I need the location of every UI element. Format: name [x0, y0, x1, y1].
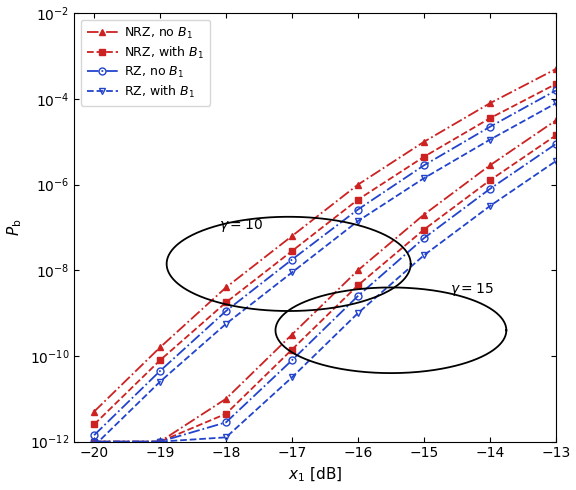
RZ, with $B_1$: [354, 218, 361, 224]
NRZ, with $B_1$: [354, 196, 361, 202]
NRZ, no $B_1$: [486, 100, 493, 106]
Text: $\gamma = 10$: $\gamma = 10$: [219, 217, 263, 234]
NRZ, no $B_1$: [90, 409, 97, 415]
NRZ, with $B_1$: [90, 421, 97, 427]
NRZ, with $B_1$: [486, 115, 493, 121]
RZ, with $B_1$: [289, 270, 295, 275]
NRZ, no $B_1$: [420, 139, 427, 145]
RZ, with $B_1$: [552, 100, 559, 106]
RZ, no $B_1$: [90, 432, 97, 438]
NRZ, with $B_1$: [222, 299, 229, 305]
RZ, with $B_1$: [420, 175, 427, 181]
Line: RZ, with $B_1$: RZ, with $B_1$: [90, 100, 559, 449]
NRZ, with $B_1$: [289, 248, 295, 254]
RZ, no $B_1$: [157, 368, 164, 374]
Line: RZ, no $B_1$: RZ, no $B_1$: [90, 87, 559, 439]
RZ, no $B_1$: [552, 88, 559, 94]
RZ, with $B_1$: [222, 321, 229, 327]
RZ, no $B_1$: [486, 124, 493, 130]
Line: NRZ, no $B_1$: NRZ, no $B_1$: [90, 66, 559, 415]
Legend: NRZ, no $B_1$, NRZ, with $B_1$, RZ, no $B_1$, RZ, with $B_1$: NRZ, no $B_1$, NRZ, with $B_1$, RZ, no $…: [81, 20, 210, 106]
X-axis label: $x_1$ [dB]: $x_1$ [dB]: [288, 466, 342, 485]
Y-axis label: $P_{\mathrm{b}}$: $P_{\mathrm{b}}$: [6, 219, 24, 236]
RZ, no $B_1$: [354, 207, 361, 213]
NRZ, no $B_1$: [552, 66, 559, 72]
NRZ, no $B_1$: [289, 233, 295, 239]
NRZ, with $B_1$: [552, 81, 559, 87]
RZ, with $B_1$: [90, 443, 97, 449]
NRZ, with $B_1$: [420, 154, 427, 160]
Text: $\gamma = 15$: $\gamma = 15$: [450, 281, 494, 298]
RZ, with $B_1$: [486, 137, 493, 143]
RZ, with $B_1$: [157, 379, 164, 385]
RZ, no $B_1$: [420, 163, 427, 169]
NRZ, with $B_1$: [157, 357, 164, 363]
NRZ, no $B_1$: [222, 285, 229, 291]
RZ, no $B_1$: [222, 308, 229, 314]
RZ, no $B_1$: [289, 257, 295, 263]
NRZ, no $B_1$: [157, 344, 164, 350]
Line: NRZ, with $B_1$: NRZ, with $B_1$: [90, 80, 559, 428]
NRZ, no $B_1$: [354, 182, 361, 188]
